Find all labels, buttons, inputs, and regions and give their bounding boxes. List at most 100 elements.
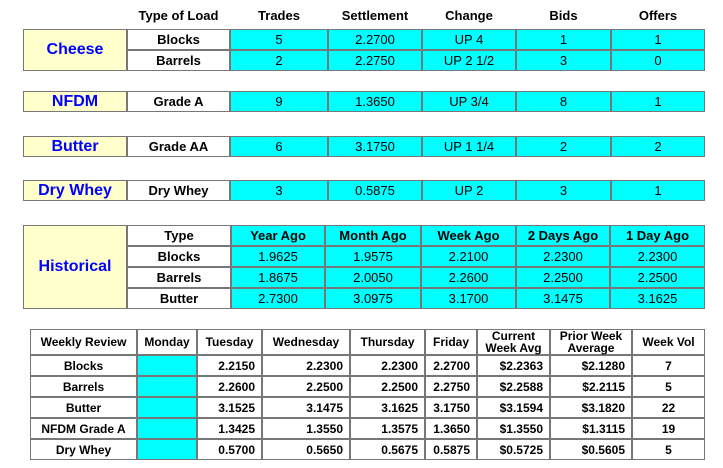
column-header: Weekly Review xyxy=(30,329,137,355)
data-cell: $0.5605 xyxy=(550,439,632,460)
data-cell: 1 xyxy=(611,91,705,112)
column-header: Change xyxy=(445,7,493,23)
data-cell: 5 xyxy=(632,439,705,460)
column-header: Year Ago xyxy=(231,225,325,246)
column-header: Tuesday xyxy=(197,329,262,355)
row-label: Dry Whey xyxy=(30,439,137,460)
data-cell: 1.9575 xyxy=(325,246,421,267)
data-cell: UP 2 xyxy=(422,180,516,201)
data-cell: 19 xyxy=(632,418,705,439)
data-cell: 2.2750 xyxy=(328,50,422,71)
data-cell: 3 xyxy=(516,50,611,71)
column-header: Friday xyxy=(425,329,477,355)
column-header: Type xyxy=(127,225,231,246)
column-header: Type of Load xyxy=(138,7,219,23)
data-cell: 2.2300 xyxy=(516,246,610,267)
data-cell: 2.2500 xyxy=(610,267,705,288)
empty-cell xyxy=(137,418,197,439)
historical-name: Historical xyxy=(23,225,127,309)
data-cell: 2.7300 xyxy=(231,288,325,309)
data-cell: 5 xyxy=(230,29,328,50)
data-cell: 2.2600 xyxy=(421,267,516,288)
data-cell: 8 xyxy=(516,91,611,112)
data-cell: 7 xyxy=(632,355,705,376)
data-cell: 2.2150 xyxy=(197,355,262,376)
data-cell: 1.3575 xyxy=(350,418,425,439)
data-cell: $1.3550 xyxy=(477,418,550,439)
column-header: Settlement xyxy=(341,7,409,23)
column-header: Week Vol xyxy=(632,329,705,355)
column-header: Current Week Avg xyxy=(477,329,550,355)
row-label: Barrels xyxy=(127,267,231,288)
data-cell: $3.1594 xyxy=(477,397,550,418)
data-cell: 2.2300 xyxy=(350,355,425,376)
row-label: Barrels xyxy=(30,376,137,397)
data-cell: 0.5875 xyxy=(328,180,422,201)
row-label: NFDM Grade A xyxy=(30,418,137,439)
data-cell: 3.1475 xyxy=(516,288,610,309)
column-header: Monday xyxy=(137,329,197,355)
data-cell: $3.1820 xyxy=(550,397,632,418)
row-label: Butter xyxy=(127,288,231,309)
load-type: Blocks xyxy=(127,29,230,50)
data-cell: 3.1475 xyxy=(262,397,350,418)
data-cell: 2.2100 xyxy=(421,246,516,267)
product-name: Butter xyxy=(23,136,127,157)
data-cell: 2.2500 xyxy=(516,267,610,288)
data-cell: 2.2300 xyxy=(610,246,705,267)
data-cell: 3.0975 xyxy=(325,288,421,309)
data-cell: UP 3/4 xyxy=(422,91,516,112)
data-cell: 2.2300 xyxy=(262,355,350,376)
data-cell: 1.3425 xyxy=(197,418,262,439)
data-cell: $2.2588 xyxy=(477,376,550,397)
data-cell: 2.2500 xyxy=(350,376,425,397)
data-cell: 1 xyxy=(516,29,611,50)
data-cell: 1.3650 xyxy=(328,91,422,112)
load-type: Barrels xyxy=(127,50,230,71)
data-cell: 2.0050 xyxy=(325,267,421,288)
column-header: Bids xyxy=(549,7,578,23)
data-cell: 22 xyxy=(632,397,705,418)
column-header: Wednesday xyxy=(262,329,350,355)
data-cell: $2.2115 xyxy=(550,376,632,397)
product-name: Dry Whey xyxy=(23,180,127,201)
data-cell: 1.8675 xyxy=(231,267,325,288)
data-cell: 3.1750 xyxy=(328,136,422,157)
data-cell: 2.2700 xyxy=(425,355,477,376)
data-cell: 2.2500 xyxy=(262,376,350,397)
product-name: NFDM xyxy=(23,91,127,112)
data-cell: 3.1625 xyxy=(350,397,425,418)
data-cell: 1.9625 xyxy=(231,246,325,267)
product-name: Cheese xyxy=(23,29,127,71)
data-cell: 0.5675 xyxy=(350,439,425,460)
data-cell: 1 xyxy=(611,29,705,50)
empty-cell xyxy=(137,397,197,418)
column-header: 1 Day Ago xyxy=(610,225,705,246)
column-header: Week Ago xyxy=(421,225,516,246)
load-type: Dry Whey xyxy=(127,180,230,201)
data-cell: 3.1625 xyxy=(610,288,705,309)
data-cell: 0.5700 xyxy=(197,439,262,460)
data-cell: 3.1750 xyxy=(425,397,477,418)
data-cell: 2.2700 xyxy=(328,29,422,50)
load-type: Grade A xyxy=(127,91,230,112)
column-header: 2 Days Ago xyxy=(516,225,610,246)
data-cell: $1.3115 xyxy=(550,418,632,439)
data-cell: 2.2600 xyxy=(197,376,262,397)
data-cell: 1.3650 xyxy=(425,418,477,439)
data-cell: 5 xyxy=(632,376,705,397)
data-cell: 2 xyxy=(230,50,328,71)
data-cell: 2.2750 xyxy=(425,376,477,397)
data-cell: UP 2 1/2 xyxy=(422,50,516,71)
data-cell: 2 xyxy=(516,136,611,157)
empty-cell xyxy=(137,376,197,397)
data-cell: 0.5650 xyxy=(262,439,350,460)
row-label: Blocks xyxy=(30,355,137,376)
column-header: Trades xyxy=(258,7,300,23)
data-cell: UP 4 xyxy=(422,29,516,50)
data-cell: 3.1525 xyxy=(197,397,262,418)
data-cell: 1 xyxy=(611,180,705,201)
empty-cell xyxy=(137,439,197,460)
row-label: Butter xyxy=(30,397,137,418)
column-header: Offers xyxy=(638,7,678,23)
